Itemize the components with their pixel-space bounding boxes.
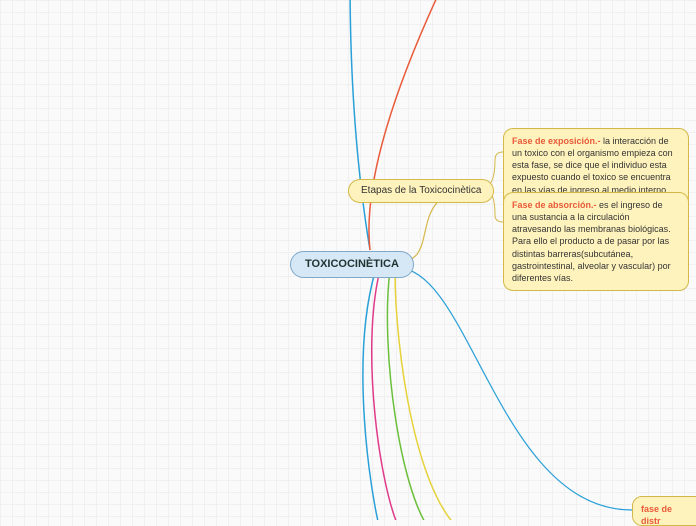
detail-absorcion[interactable]: Fase de absorción.- es el ingreso de una… xyxy=(503,192,689,291)
etapas-label: Etapas de la Toxicocinètica xyxy=(361,185,481,196)
detail-distribucion[interactable]: fase de distrpor alguna de xyxy=(632,496,696,526)
phase-label: fase de distr xyxy=(641,504,672,526)
root-node[interactable]: TOXICOCINÈTICA xyxy=(290,251,414,278)
etapas-node[interactable]: Etapas de la Toxicocinètica xyxy=(348,179,494,203)
phase-label: Fase de exposición.- xyxy=(512,136,601,146)
phase-text: es el ingreso de una sustancia a la circ… xyxy=(512,200,671,283)
root-label: TOXICOCINÈTICA xyxy=(305,258,399,270)
phase-label: Fase de absorción.- xyxy=(512,200,597,210)
